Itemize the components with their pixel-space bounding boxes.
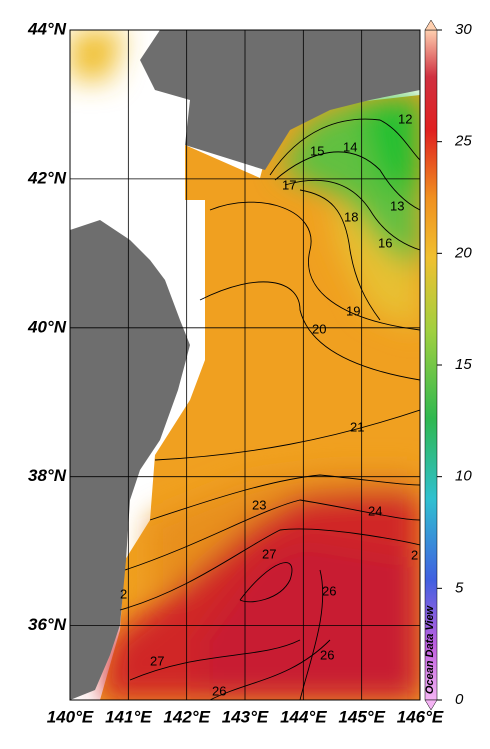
map-area	[70, 30, 420, 700]
contour-label: 2	[120, 586, 127, 601]
lat-tick-label: 42°N	[27, 168, 67, 187]
contours	[119, 118, 420, 700]
lat-tick-label: 36°N	[28, 615, 67, 634]
contour-label: 19	[346, 303, 360, 318]
lon-tick-label: 142°E	[163, 707, 210, 726]
lat-tick-label: 44°N	[27, 19, 67, 38]
lat-tick-label: 38°N	[28, 466, 67, 485]
contour-label: 26	[212, 683, 226, 698]
contour-label: 21	[350, 419, 364, 434]
plot-frame	[69, 29, 421, 701]
contour-label: 15	[310, 143, 324, 158]
colorbar-tick-label: 0	[455, 691, 464, 708]
colorbar-tick-label: 15	[455, 356, 472, 373]
contour-label: 12	[398, 111, 412, 126]
lon-tick-label: 144°E	[280, 707, 327, 726]
field-shading	[70, 30, 420, 700]
contour-label: 20	[312, 321, 326, 336]
lon-tick-label: 141°E	[105, 707, 152, 726]
lon-tick-label: 145°E	[338, 707, 385, 726]
contour-label: 16	[378, 235, 392, 250]
lon-tick-label: 143°E	[222, 707, 269, 726]
contour-labels: 12 13 14 15 16 17 18 19 20 21 23 24 27 2…	[120, 111, 418, 698]
contour-label: 26	[320, 647, 334, 662]
lat-tick-label: 40°N	[27, 317, 67, 336]
colorbar-tick-label: 10	[455, 468, 472, 485]
colorbar	[424, 29, 438, 701]
colorbar-arrow	[424, 19, 438, 31]
colorbar-tick-label: 20	[454, 244, 472, 261]
contour-label: 13	[390, 198, 404, 213]
grid	[70, 30, 420, 700]
contour-label: 26	[322, 583, 336, 598]
contour-label: 27	[150, 653, 164, 668]
contour-label: 23	[252, 497, 266, 512]
land	[70, 220, 190, 700]
axis-labels: 140°E 141°E 142°E 143°E 144°E 145°E 146°E 44°N 4…	[27, 19, 472, 726]
contour-label: 17	[282, 177, 296, 192]
contour-label: 18	[344, 209, 358, 224]
colorbar-tick-label: 5	[455, 579, 464, 596]
colorbar-tick-label: 30	[455, 21, 472, 38]
contour-label: 24	[368, 503, 382, 518]
land	[140, 30, 420, 170]
colorbar-tick-label: 25	[454, 133, 472, 150]
colorbar-arrow	[424, 699, 438, 711]
lon-tick-label: 140°E	[47, 707, 94, 726]
lon-tick-label: 146°E	[397, 707, 444, 726]
contour-label: 27	[262, 546, 276, 561]
credit: Ocean Data View	[424, 604, 436, 694]
contour-label: 2	[411, 547, 418, 562]
contour-label: 14	[343, 139, 357, 154]
